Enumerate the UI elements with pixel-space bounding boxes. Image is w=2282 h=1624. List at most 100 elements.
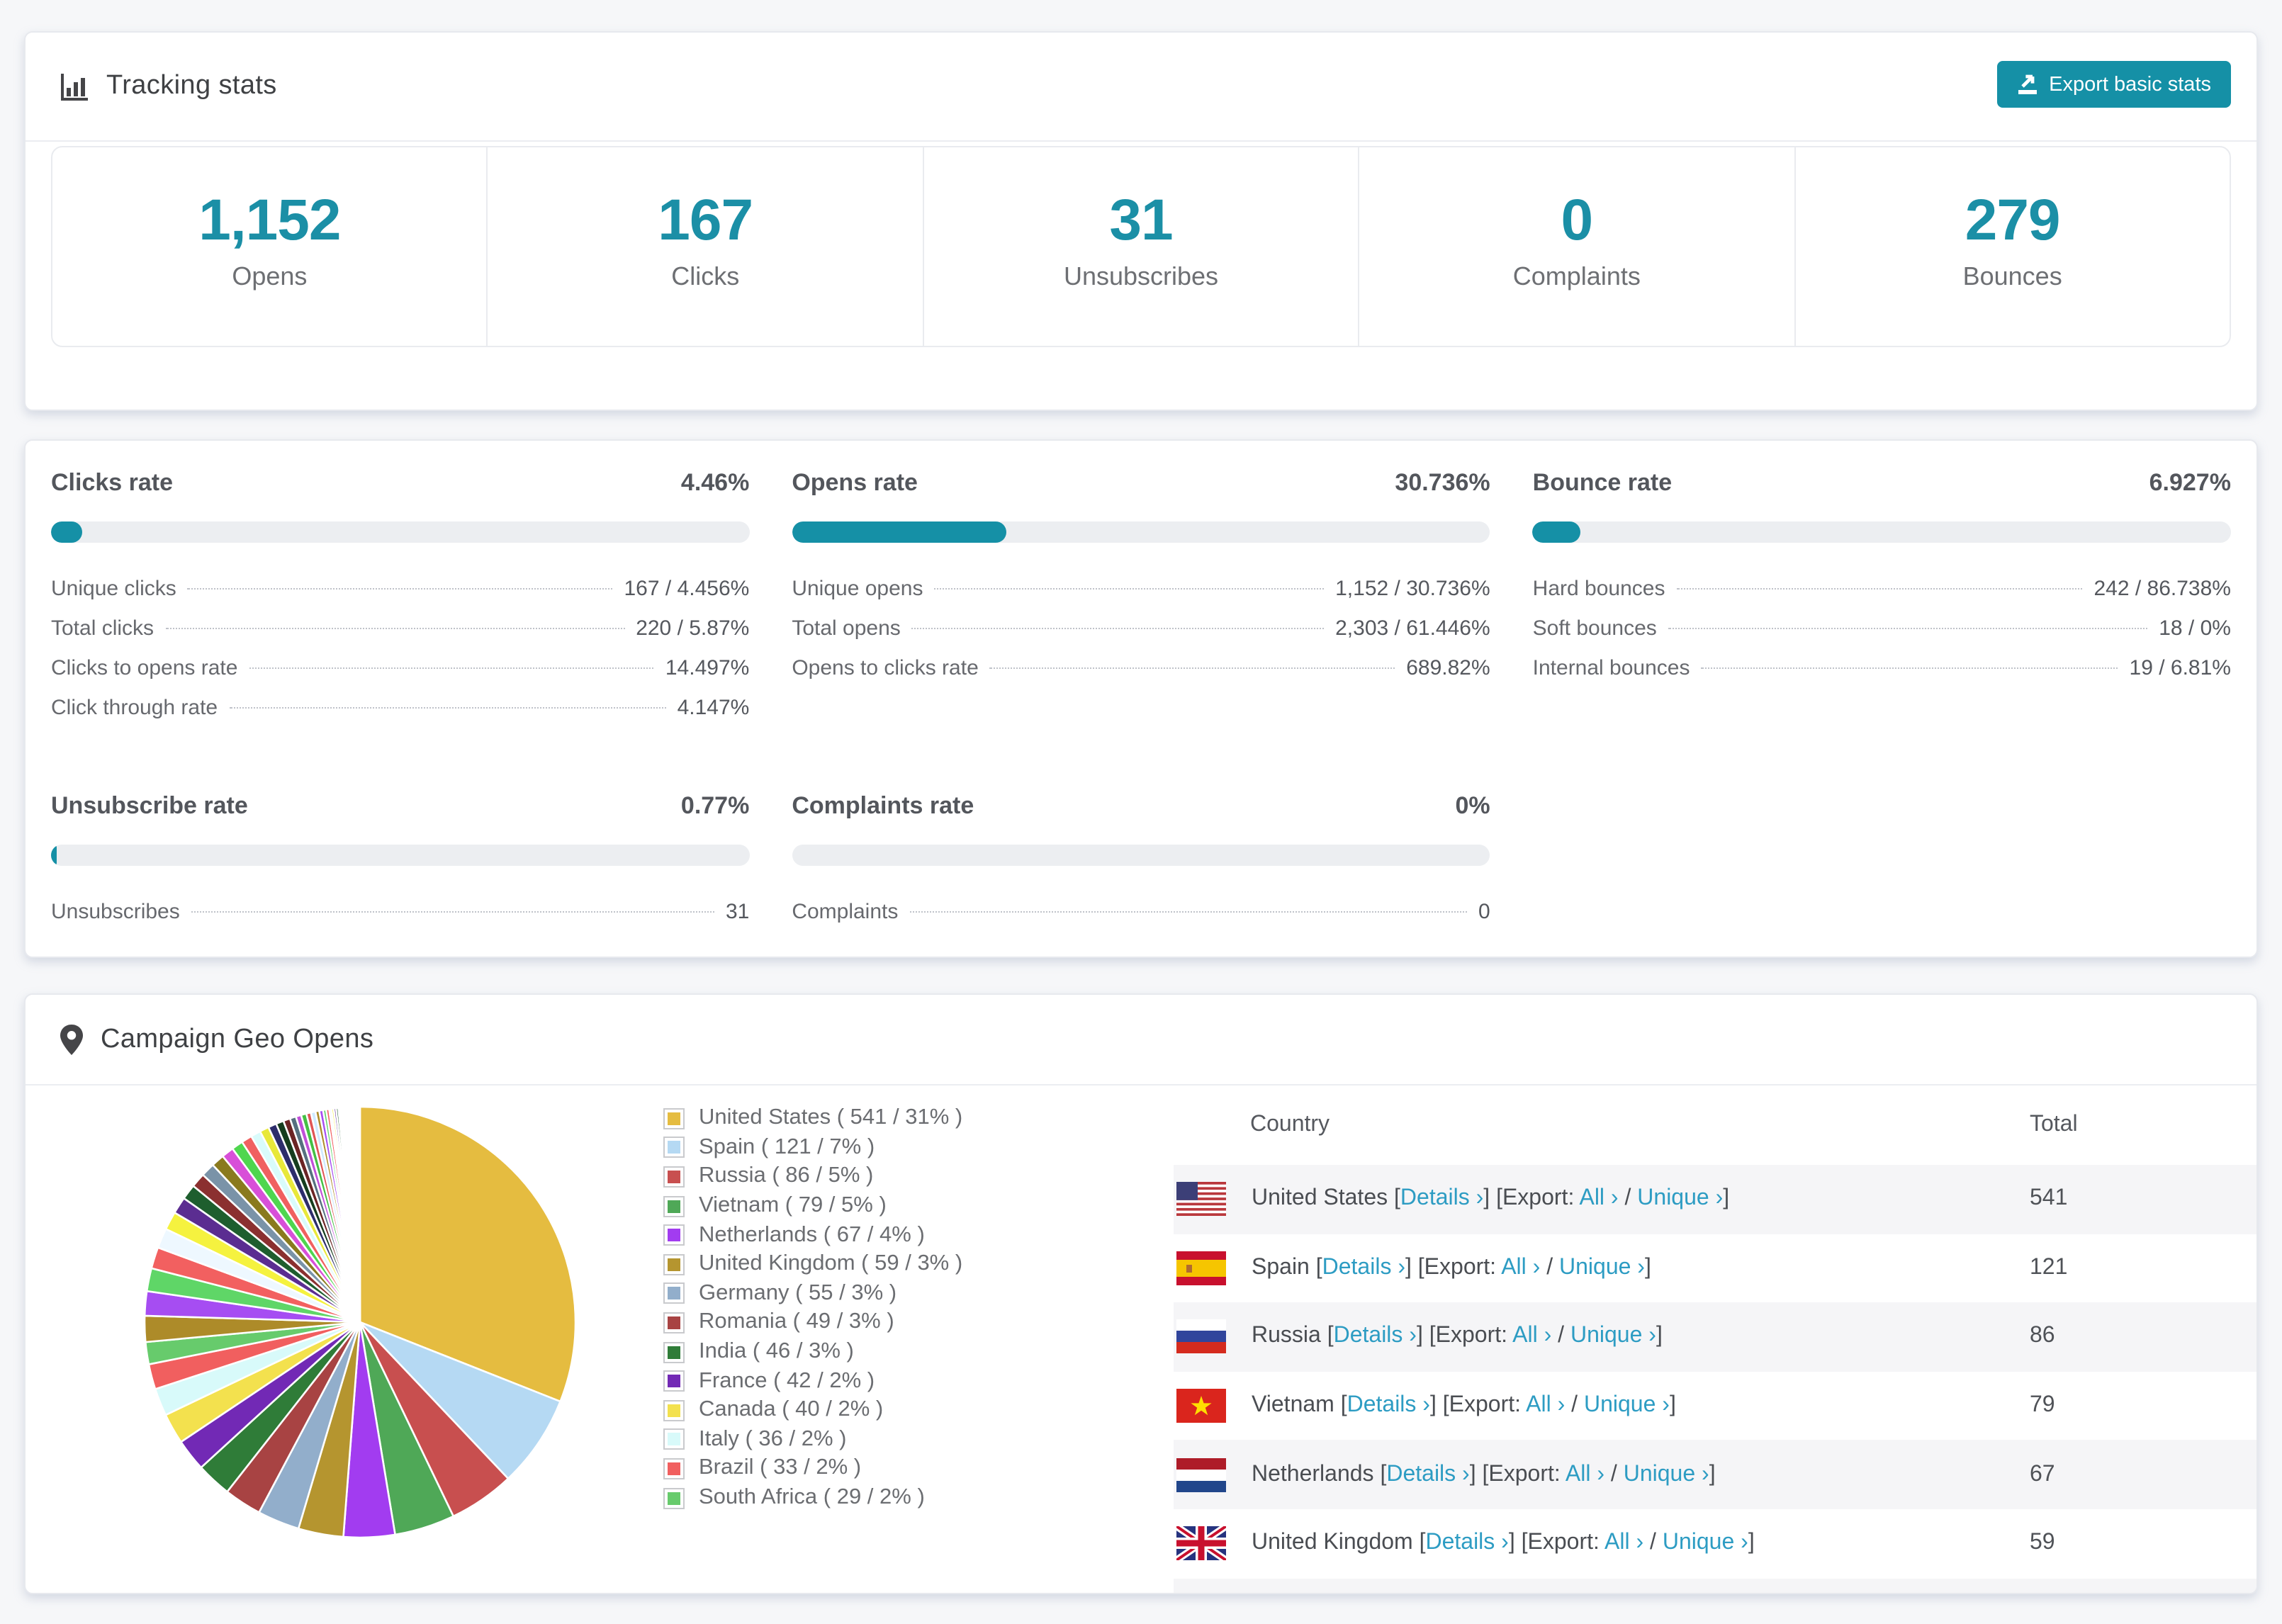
rate-detail-row: Complaints 0 [792,900,1490,940]
rate-value: 30.736% [1395,469,1490,496]
rate-detail-label: Click through rate [51,696,218,720]
geo-table-row-de: Germany [Details ›] [Export: All › / Uni… [1174,1578,2256,1593]
rate-value: 0.77% [680,792,750,819]
legend-item: Brazil ( 33 / 2% ) [663,1454,962,1483]
geo-table-row-gb: United Kingdom [Details ›] [Export: All … [1174,1509,2256,1578]
details-link-us[interactable]: Details › [1400,1186,1484,1211]
rate-detail-value: 31 [725,900,750,924]
total-cell: 86 [2030,1324,2055,1348]
details-link-nl[interactable]: Details › [1386,1462,1470,1487]
export-all-link-ru[interactable]: All › [1512,1324,1552,1348]
export-basic-stats-button[interactable]: Export basic stats [1996,61,2231,108]
dotted-leader [989,667,1395,669]
rate-detail-row: Total clicks 220 / 5.87% [51,616,749,656]
legend-label: United Kingdom ( 59 / 3% ) [699,1251,963,1276]
rate-head: Opens rate 30.736% [792,469,1490,497]
country-links: Russia [Details ›] [Export: All › / Uniq… [1252,1324,1663,1348]
dotted-leader [165,628,625,629]
rate-head: Clicks rate 4.46% [51,469,749,497]
legend-label: Russia ( 86 / 5% ) [699,1163,874,1188]
country-cell: Vietnam [Details ›] [Export: All › / Uni… [1174,1389,2030,1423]
legend-swatch [663,1487,685,1509]
rate-detail-value: 2,303 / 61.446% [1335,616,1490,641]
legend-item: Netherlands ( 67 / 4% ) [663,1221,962,1250]
legend-label: India ( 46 / 3% ) [699,1339,854,1364]
rate-detail-label: Unique clicks [51,577,176,601]
stat-cell-bounces: 279 Bounces [1795,147,2230,346]
rate-detail-row: Click through rate 4.147% [51,696,749,735]
details-link-gb[interactable]: Details › [1425,1530,1509,1555]
legend-item: Russia ( 86 / 5% ) [663,1162,962,1191]
flag-nl-icon [1176,1457,1226,1492]
legend-item: South Africa ( 29 / 2% ) [663,1483,962,1512]
legend-label: Canada ( 40 / 2% ) [699,1397,884,1422]
rate-detail-label: Complaints [792,900,899,924]
legend-swatch [663,1428,685,1450]
total-cell: 67 [2030,1462,2055,1487]
legend-swatch [663,1137,685,1158]
pie-slice-67 [358,1105,361,1323]
legend-item: United Kingdom ( 59 / 3% ) [663,1250,962,1279]
progress-bar-track [51,845,750,866]
stat-value: 167 [658,187,753,252]
export-unique-link-es[interactable]: Unique › [1559,1255,1645,1280]
legend-swatch [663,1399,685,1421]
legend-item: Spain ( 121 / 7% ) [663,1133,962,1162]
dotted-leader [249,667,654,669]
legend-swatch [663,1457,685,1479]
rate-detail-value: 14.497% [665,656,750,680]
details-link-vn[interactable]: Details › [1347,1393,1430,1418]
export-all-link-vn[interactable]: All › [1526,1393,1566,1418]
rate-detail-value: 19 / 6.81% [2129,656,2231,680]
rate-detail-label: Hard bounces [1532,577,1665,601]
export-unique-link-ru[interactable]: Unique › [1570,1324,1656,1348]
legend-swatch [663,1282,685,1304]
geo-table-row-nl: Netherlands [Details ›] [Export: All › /… [1174,1440,2256,1509]
legend-item: Italy ( 36 / 2% ) [663,1425,962,1454]
flag-ru-icon [1176,1319,1226,1354]
export-all-link-nl[interactable]: All › [1565,1462,1605,1487]
rates-card: Clicks rate 4.46% Unique clicks 167 / 4.456… [24,439,2258,958]
rate-head: Complaints rate 0% [792,792,1490,821]
legend-label: Germany ( 55 / 3% ) [699,1280,897,1305]
dotted-leader [1701,667,2118,669]
rate-head: Bounce rate 6.927% [1533,469,2231,497]
rate-detail-label: Opens to clicks rate [792,656,979,680]
stat-value: 279 [1965,187,2061,252]
export-unique-link-us[interactable]: Unique › [1637,1186,1724,1211]
rate-detail-label: Total opens [792,616,901,641]
export-unique-link-gb[interactable]: Unique › [1662,1530,1748,1555]
details-link-es[interactable]: Details › [1322,1255,1405,1280]
rate-title: Opens rate [792,469,918,496]
geo-table-row-us: United States [Details ›] [Export: All ›… [1174,1165,2256,1234]
rate-detail-label: Soft bounces [1532,616,1657,641]
export-all-link-us[interactable]: All › [1579,1186,1619,1211]
stat-cell-opens: 1,152 Opens [52,147,488,346]
rate-detail-label: Unsubscribes [51,900,180,924]
legend-label: Vietnam ( 79 / 5% ) [699,1193,887,1218]
total-cell: 79 [2030,1393,2055,1418]
rate-detail-label: Clicks to opens rate [51,656,238,680]
export-all-link-es[interactable]: All › [1501,1255,1541,1280]
legend-label: Romania ( 49 / 3% ) [699,1309,894,1334]
progress-bar-fill [51,521,82,543]
rate-title: Complaints rate [792,792,974,819]
dotted-leader [1676,588,2083,590]
legend-label: France ( 42 / 2% ) [699,1368,875,1393]
rate-title: Clicks rate [51,469,173,496]
export-unique-link-nl[interactable]: Unique › [1623,1462,1709,1487]
export-unique-link-vn[interactable]: Unique › [1583,1393,1670,1418]
country-links: United Kingdom [Details ›] [Export: All … [1252,1530,1755,1555]
geo-opens-table: Country Total United States [Details ›] [E… [1174,1086,2256,1593]
stat-value: 31 [1109,187,1173,252]
export-all-link-gb[interactable]: All › [1604,1530,1644,1555]
details-link-ru[interactable]: Details › [1333,1324,1417,1348]
pie-legend: United States ( 541 / 31% ) Spain ( 121 /… [663,1104,962,1513]
legend-label: United States ( 541 / 31% ) [699,1105,963,1130]
rate-detail-value: 1,152 / 30.736% [1335,577,1490,601]
stat-label: Clicks [671,262,740,291]
rate-value: 6.927% [2149,469,2231,496]
geo-header: Campaign Geo Opens [26,995,2256,1086]
rate-detail-row: Unsubscribes 31 [51,900,749,940]
